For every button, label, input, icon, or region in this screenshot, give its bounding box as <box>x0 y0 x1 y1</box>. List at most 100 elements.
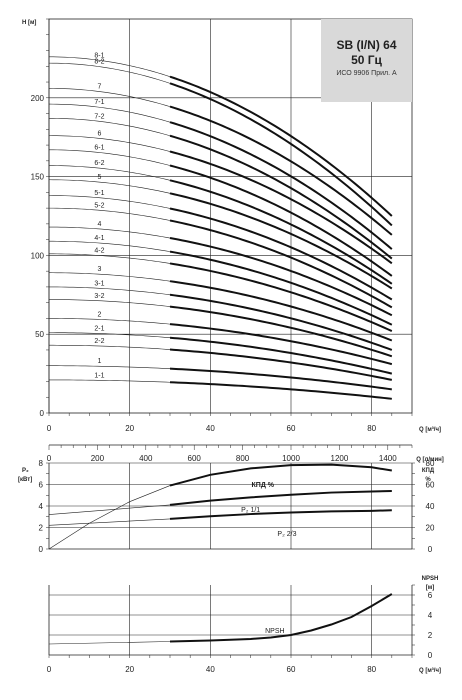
head-curve-label: 2-2 <box>94 338 104 345</box>
head-curve-5-1-thin <box>49 195 171 209</box>
lmin-tick-label: 600 <box>188 454 202 463</box>
head-curve-label: 3-1 <box>94 280 104 287</box>
head-curve-label: 6-1 <box>94 145 104 152</box>
head-curve-5-2-thin <box>49 207 171 221</box>
head-curve-label: 5 <box>97 174 101 181</box>
head-curve-label: 4-2 <box>94 247 104 254</box>
head-curve-2 <box>169 323 393 366</box>
head-curve-label: 7-2 <box>94 113 104 120</box>
head-curve-8-1-thin <box>49 56 171 77</box>
head-curve-label: 1 <box>97 358 101 365</box>
head-curve-7-thin <box>49 88 171 107</box>
head-curve-label: 6 <box>97 130 101 137</box>
lmin-tick-label: 0 <box>47 454 52 463</box>
head-y-axis-label: H [м] <box>22 20 36 26</box>
power-right-tick-label: 60 <box>426 481 435 490</box>
head-curve-3-1 <box>169 293 393 351</box>
head-curve-2-1 <box>169 336 393 375</box>
head-y-tick-label: 50 <box>35 330 44 339</box>
npsh-x-tick-label: 20 <box>125 665 134 674</box>
npsh-x-tick-label: 80 <box>367 665 376 674</box>
head-curve-1-1 <box>169 381 392 400</box>
p2-full-curve <box>169 489 392 506</box>
head-curve-3-thin <box>49 272 171 282</box>
npsh-axis-label: NPSH <box>422 576 439 582</box>
head-x-tick-label: 0 <box>47 424 52 433</box>
head-x-axis-label: Q [м³/ч] <box>419 426 441 433</box>
npsh-curve-label: NPSH <box>265 628 284 635</box>
head-curve-7-2 <box>169 134 393 260</box>
head-curve-label: 8-2 <box>94 59 104 66</box>
head-curve-7-2-thin <box>49 117 171 137</box>
lmin-tick-label: 1200 <box>331 454 349 463</box>
head-curve-4-thin <box>49 226 171 239</box>
kpd-curve-thin <box>48 485 171 550</box>
power-right-tick-label: 0 <box>428 545 433 554</box>
head-curve-label: 3-2 <box>94 293 104 300</box>
p2-full-curve-label: P₂ 1/1 <box>241 507 260 514</box>
model-title: SB (I/N) 64 <box>336 38 397 52</box>
power-left-axis-label: P₂ <box>22 468 29 474</box>
head-curve-label: 3 <box>97 266 101 273</box>
head-curve-5-thin <box>49 179 171 194</box>
head-curve-4-1-thin <box>49 240 171 252</box>
head-curve-label: 7-1 <box>94 99 104 106</box>
npsh-right-tick-label: 2 <box>428 631 433 640</box>
head-y-tick-label: 0 <box>40 409 45 418</box>
head-curve-3 <box>169 280 393 342</box>
npsh-right-tick-label: 0 <box>428 651 433 660</box>
kpd-curve <box>169 463 392 487</box>
npsh-right-tick-label: 4 <box>428 611 433 620</box>
lmin-tick-label: 1000 <box>282 454 300 463</box>
head-curve-8-2-thin <box>49 62 171 84</box>
head-y-tick-label: 100 <box>31 251 45 260</box>
npsh-curve-thin <box>48 641 171 645</box>
head-curve-label: 6-2 <box>94 160 104 167</box>
power-left-tick-label: 6 <box>39 481 44 490</box>
frequency-title: 50 Гц <box>351 53 382 67</box>
npsh-x-axis-label: Q [м³/ч] <box>419 667 441 674</box>
npsh-x-tick-label: 60 <box>287 665 296 674</box>
head-curve-5-2 <box>169 219 393 309</box>
power-right-axis-label: КПД <box>422 468 435 474</box>
head-curve-6-2 <box>169 179 393 285</box>
power-left-unit: [кВт] <box>18 477 32 483</box>
power-left-tick-label: 8 <box>39 459 44 468</box>
head-y-tick-label: 150 <box>31 173 45 182</box>
head-curve-4-2-thin <box>49 253 171 264</box>
npsh-x-tick-label: 40 <box>206 665 215 674</box>
head-curve-3-2-thin <box>49 299 171 307</box>
head-curve-label: 8-1 <box>94 52 104 59</box>
head-curve-label: 1-1 <box>94 372 104 379</box>
head-curve-2-1-thin <box>49 332 171 339</box>
head-curve-2-2-thin <box>49 344 171 350</box>
head-curve-8-2 <box>169 82 393 227</box>
head-curve-7-1-thin <box>49 103 171 123</box>
npsh-x-tick-label: 0 <box>47 665 52 674</box>
head-curve-4 <box>169 237 393 317</box>
head-curve-label: 7 <box>97 84 101 91</box>
head-curve-6-2-thin <box>49 165 171 181</box>
npsh-unit: [м] <box>426 585 434 591</box>
chart-title-box: SB (I/N) 64 50 Гц ИСО 9906 Прил. А <box>321 19 412 102</box>
npsh-curve <box>169 593 393 643</box>
head-x-tick-label: 40 <box>206 424 215 433</box>
power-right-tick-label: 20 <box>426 524 435 533</box>
lmin-axis-label: Q [л/мин] <box>416 457 444 463</box>
head-curve-label: 4 <box>97 221 101 228</box>
head-curve-label: 5-1 <box>94 190 104 197</box>
power-right-tick-label: 40 <box>426 502 435 511</box>
standard-note: ИСО 9906 Прил. А <box>336 70 397 77</box>
power-left-tick-label: 2 <box>39 524 44 533</box>
head-x-tick-label: 20 <box>125 424 134 433</box>
lmin-tick-label: 200 <box>91 454 105 463</box>
head-curve-4-2 <box>169 262 393 332</box>
head-y-tick-label: 200 <box>31 94 45 103</box>
power-right-unit: % <box>425 477 431 483</box>
lmin-tick-label: 1400 <box>379 454 397 463</box>
head-curve-5 <box>169 192 393 290</box>
head-curve-label: 5-2 <box>94 202 104 209</box>
head-curve-7 <box>169 105 393 236</box>
